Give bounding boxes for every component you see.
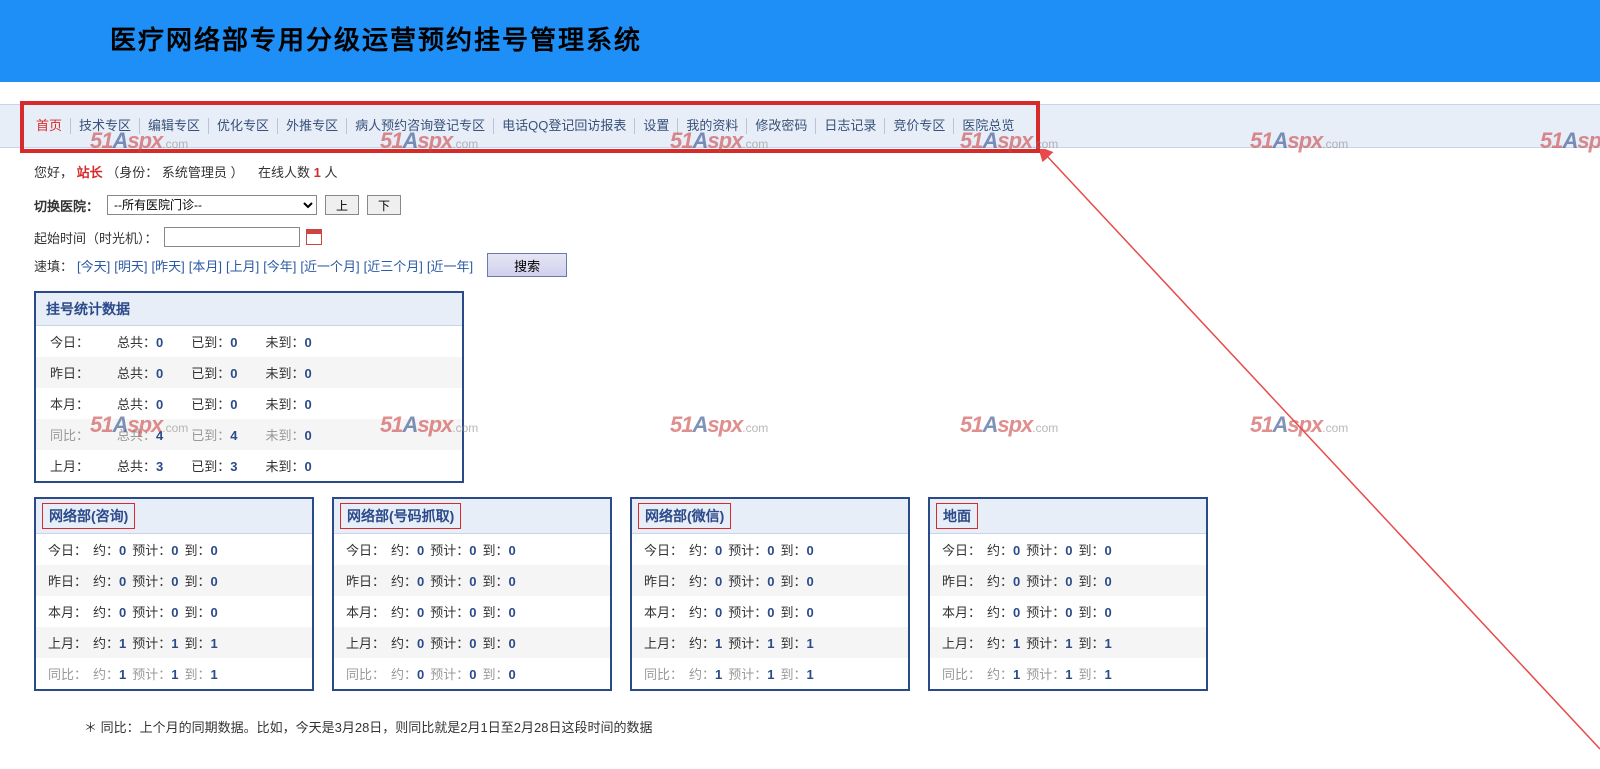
nav-4[interactable]: 外推专区 (278, 118, 347, 134)
nav-3[interactable]: 优化专区 (209, 118, 278, 134)
start-time-input[interactable] (164, 227, 300, 247)
nav-6[interactable]: 电话QQ登记回访报表 (494, 118, 635, 134)
nav-2[interactable]: 编辑专区 (140, 118, 209, 134)
greet-role-l: （身份： (106, 165, 158, 180)
quick-6[interactable]: [近一个月] (300, 256, 359, 275)
panel-row: 上月：约：0预计：0到：0 (334, 627, 610, 658)
panel-row: 本月：约：0预计：0到：0 (930, 596, 1206, 627)
quick-3[interactable]: [本月] (189, 256, 222, 275)
panel-row: 昨日：约：0预计：0到：0 (334, 565, 610, 596)
prev-button[interactable]: 上 (325, 195, 359, 215)
calendar-icon[interactable] (306, 229, 322, 245)
nav-11[interactable]: 竞价专区 (885, 118, 954, 134)
panel-row: 昨日：约：0预计：0到：0 (930, 565, 1206, 596)
panel-row: 同比：约：1预计：1到：1 (632, 658, 908, 689)
panel-row: 本月：约：0预计：0到：0 (36, 596, 312, 627)
hospital-select[interactable]: --所有医院门诊-- (107, 195, 317, 215)
panel-title: 网络部(咨询) (42, 503, 135, 529)
stats-title: 挂号统计数据 (36, 293, 462, 326)
panel-row: 上月：约：1预计：1到：1 (930, 627, 1206, 658)
panel-row: 同比：约：0预计：0到：0 (334, 658, 610, 689)
online-count: 1 (314, 165, 321, 180)
nav-10[interactable]: 日志记录 (816, 118, 885, 134)
greet-role-r: ） (231, 165, 244, 180)
greet-role: 系统管理员 (162, 165, 227, 180)
panel-row: 同比：约：1预计：1到：1 (930, 658, 1206, 689)
greet-user: 站长 (77, 165, 103, 180)
panel-title: 网络部(微信) (638, 503, 731, 529)
quick-0[interactable]: [今天] (77, 256, 110, 275)
panel-row: 今日：约：0预计：0到：0 (334, 534, 610, 565)
panel-row: 昨日：约：0预计：0到：0 (632, 565, 908, 596)
footnote: ＊ 同比：上个月的同期数据。比如，今天是3月28日，则同比就是2月1日至2月28… (34, 717, 1600, 746)
header-banner: 医疗网络部专用分级运营预约挂号管理系统 (0, 0, 1600, 82)
online-label: 在线人数 (258, 165, 314, 180)
online-suffix: 人 (325, 165, 338, 180)
greeting: 您好， 站长 （身份： 系统管理员 ） 在线人数 1 人 (34, 162, 1600, 181)
quick-7[interactable]: [近三个月] (364, 256, 423, 275)
panel-title: 网络部(号码抓取) (340, 503, 461, 529)
stat-row: 昨日：总共：0已到：0未到：0 (36, 357, 462, 388)
greet-hello: 您好， (34, 165, 73, 180)
next-button[interactable]: 下 (367, 195, 401, 215)
panel-1: 网络部(号码抓取) 今日：约：0预计：0到：0昨日：约：0预计：0到：0本月：约：… (332, 497, 612, 691)
search-button[interactable]: 搜索 (487, 253, 567, 277)
panel-row: 昨日：约：0预计：0到：0 (36, 565, 312, 596)
stat-row: 上月：总共：3已到：3未到：0 (36, 450, 462, 481)
quick-1[interactable]: [明天] (114, 256, 147, 275)
panel-row: 本月：约：0预计：0到：0 (632, 596, 908, 627)
panel-3: 地面今日：约：0预计：0到：0昨日：约：0预计：0到：0本月：约：0预计：0到：… (928, 497, 1208, 691)
switch-hospital-label: 切换医院： (34, 196, 99, 215)
panel-row: 今日：约：0预计：0到：0 (632, 534, 908, 565)
quick-4[interactable]: [上月] (226, 256, 259, 275)
nav-5[interactable]: 病人预约咨询登记专区 (347, 118, 494, 134)
quick-8[interactable]: [近一年] (427, 256, 473, 275)
nav-1[interactable]: 技术专区 (71, 118, 140, 134)
panel-row: 上月：约：1预计：1到：1 (36, 627, 312, 658)
stat-row: 本月：总共：0已到：0未到：0 (36, 388, 462, 419)
panel-0: 网络部(咨询) 今日：约：0预计：0到：0昨日：约：0预计：0到：0本月：约：0预… (34, 497, 314, 691)
main-nav: 首页技术专区编辑专区优化专区外推专区病人预约咨询登记专区电话QQ登记回访报表设置… (0, 104, 1600, 148)
panel-row: 同比：约：1预计：1到：1 (36, 658, 312, 689)
nav-0[interactable]: 首页 (28, 118, 71, 134)
nav-9[interactable]: 修改密码 (747, 118, 816, 134)
stat-row: 今日：总共：0已到：0未到：0 (36, 326, 462, 357)
page-title: 医疗网络部专用分级运营预约挂号管理系统 (110, 20, 1600, 57)
start-time-label: 起始时间（时光机）： (34, 228, 158, 247)
panel-row: 上月：约：1预计：1到：1 (632, 627, 908, 658)
panel-row: 今日：约：0预计：0到：0 (930, 534, 1206, 565)
quick-2[interactable]: [昨天] (151, 256, 184, 275)
registration-stats: 挂号统计数据 今日：总共：0已到：0未到：0昨日：总共：0已到：0未到：0本月：… (34, 291, 464, 483)
panel-title: 地面 (936, 503, 978, 529)
quickfill-label: 速填： (34, 256, 73, 275)
panel-2: 网络部(微信) 今日：约：0预计：0到：0昨日：约：0预计：0到：0本月：约：0预… (630, 497, 910, 691)
nav-12[interactable]: 医院总览 (954, 118, 1022, 134)
quick-5[interactable]: [今年] (263, 256, 296, 275)
panel-row: 今日：约：0预计：0到：0 (36, 534, 312, 565)
panel-row: 本月：约：0预计：0到：0 (334, 596, 610, 627)
nav-8[interactable]: 我的资料 (678, 118, 747, 134)
stat-row: 同比：总共：4已到：4未到：0 (36, 419, 462, 450)
nav-7[interactable]: 设置 (635, 118, 678, 134)
